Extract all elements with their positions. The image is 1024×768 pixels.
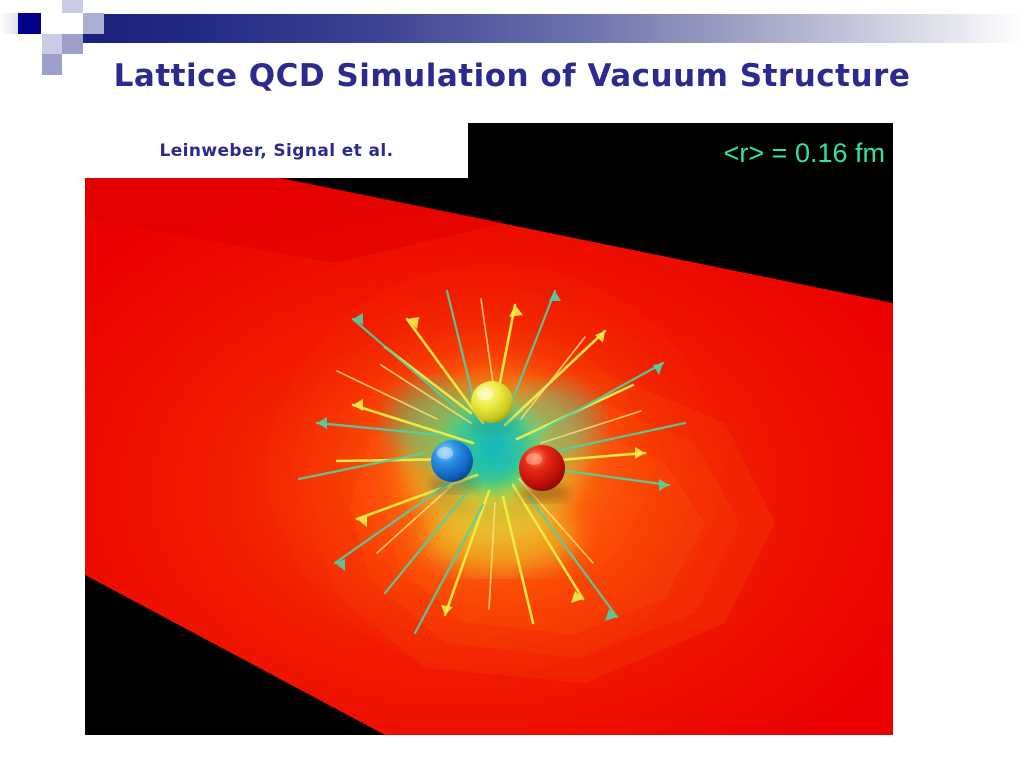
deco-square: [42, 54, 62, 75]
deco-square: [42, 13, 62, 34]
deco-square: [83, 13, 104, 34]
figure-container: Leinweber, Signal et al. <r> = 0.16 fm: [85, 123, 893, 735]
author-label: Leinweber, Signal et al.: [159, 140, 394, 161]
header-gradient-bar: [60, 14, 1024, 43]
deco-square: [18, 13, 41, 34]
slide-title: Lattice QCD Simulation of Vacuum Structu…: [113, 58, 911, 94]
author-label-box: Leinweber, Signal et al.: [85, 123, 468, 178]
deco-square: [62, 0, 83, 13]
deco-square: [83, 0, 104, 13]
quark-up-yellow: [471, 381, 513, 423]
field-strength-vectors: [297, 289, 687, 635]
quark-spheres: [430, 381, 570, 502]
deco-square: [42, 0, 62, 12]
quark-left-blue: [431, 440, 473, 482]
deco-square: [62, 34, 83, 54]
vacuum-structure-svg: [85, 123, 893, 735]
deco-square: [0, 13, 18, 34]
radius-annotation: <r> = 0.16 fm: [723, 138, 885, 168]
header-checker-decoration: [0, 0, 300, 75]
deco-square: [62, 13, 83, 34]
quark-right-red: [519, 445, 565, 491]
deco-square: [42, 34, 62, 54]
